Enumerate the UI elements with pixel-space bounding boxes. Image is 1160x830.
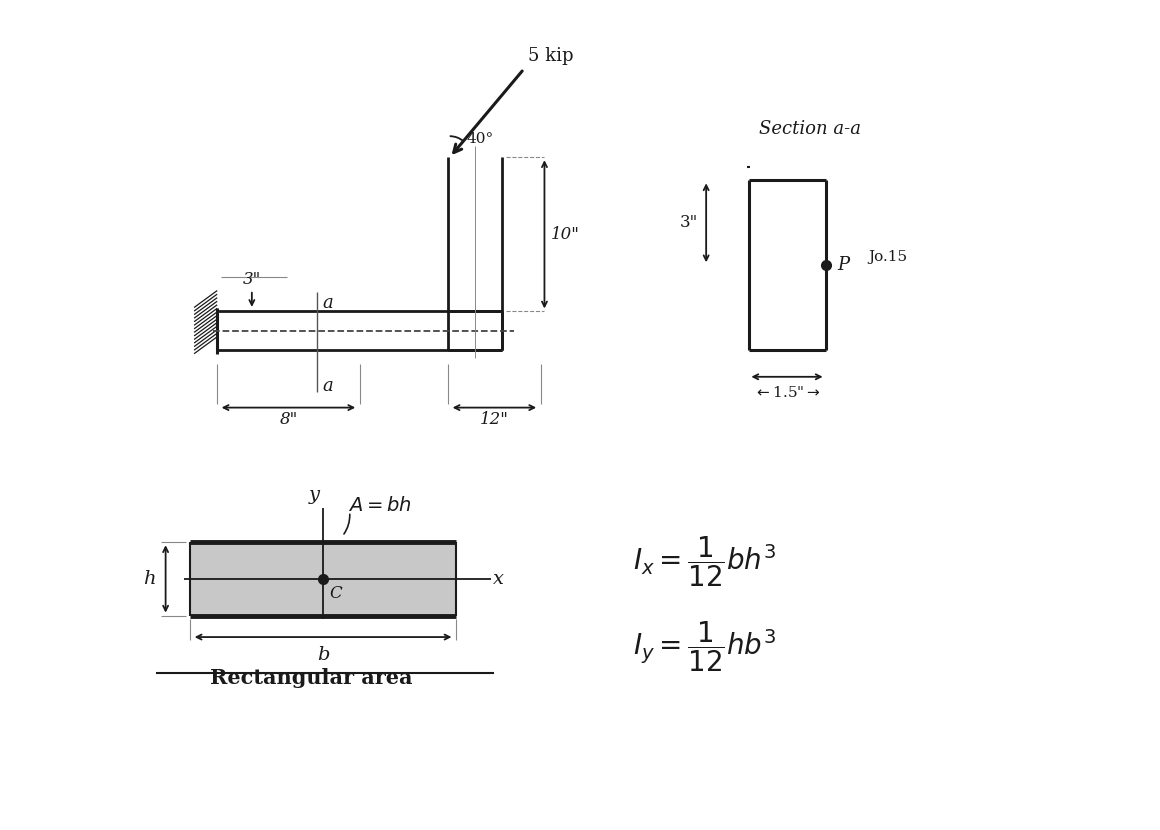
Text: Section a-a: Section a-a: [759, 120, 861, 138]
Text: x: x: [493, 570, 503, 588]
Text: 5 kip: 5 kip: [528, 47, 573, 65]
Text: Jo.15: Jo.15: [868, 251, 907, 265]
Text: 3": 3": [680, 214, 698, 232]
Text: $I_x = \dfrac{1}{12}bh^3$: $I_x = \dfrac{1}{12}bh^3$: [633, 535, 776, 589]
Text: a: a: [322, 295, 333, 312]
Text: $A = bh$: $A = bh$: [348, 496, 412, 515]
Text: y: y: [309, 486, 319, 504]
Text: Rectangular area: Rectangular area: [210, 668, 413, 688]
Text: 10": 10": [551, 226, 580, 243]
Text: a: a: [322, 377, 333, 395]
Text: 8": 8": [280, 412, 298, 428]
Text: h: h: [143, 570, 155, 588]
Text: C: C: [329, 585, 342, 602]
Text: $I_y = \dfrac{1}{12}hb^3$: $I_y = \dfrac{1}{12}hb^3$: [633, 619, 776, 674]
Bar: [190, 542, 456, 616]
Text: $\leftarrow$1.5"$\rightarrow$: $\leftarrow$1.5"$\rightarrow$: [754, 384, 820, 399]
Text: 3": 3": [242, 271, 261, 288]
Text: b: b: [317, 647, 329, 664]
Text: P: P: [838, 256, 849, 274]
Text: 40°: 40°: [466, 132, 494, 146]
Text: 12": 12": [480, 412, 509, 428]
